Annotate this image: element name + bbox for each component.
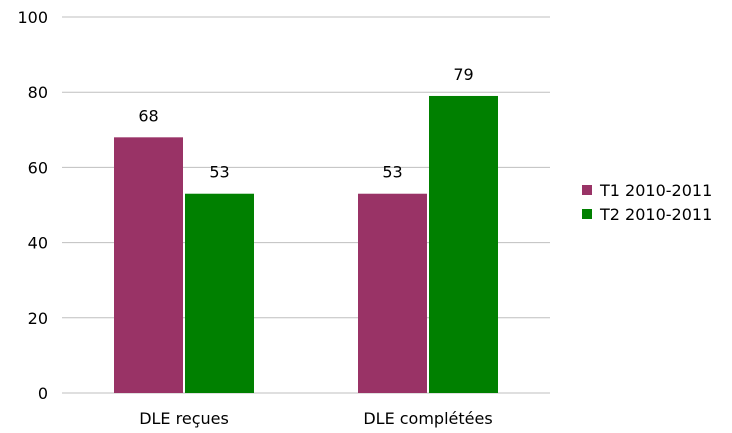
legend-swatch-t2 bbox=[582, 209, 592, 219]
y-tick-label: 80 bbox=[28, 83, 48, 102]
y-tick-label: 20 bbox=[28, 309, 48, 328]
legend-item-t2: T2 2010-2011 bbox=[582, 202, 712, 226]
y-tick-label: 40 bbox=[28, 234, 48, 253]
bar-2-2 bbox=[429, 95, 498, 394]
data-label: 53 bbox=[209, 163, 229, 182]
legend-item-t1: T1 2010-2011 bbox=[582, 178, 712, 202]
y-tick-label: 60 bbox=[28, 158, 48, 177]
data-label: 68 bbox=[138, 106, 158, 125]
x-category-label: DLE complétées bbox=[363, 409, 492, 428]
bars bbox=[114, 95, 498, 394]
y-tick-label: 100 bbox=[17, 8, 48, 27]
y-axis-tick-labels: 0 20 40 60 80 100 bbox=[17, 8, 48, 403]
legend-swatch-t1 bbox=[582, 185, 592, 195]
legend-label-t1: T1 2010-2011 bbox=[600, 180, 713, 200]
x-category-label: DLE reçues bbox=[139, 409, 229, 428]
data-label: 79 bbox=[453, 65, 473, 84]
x-axis-category-labels: DLE reçues DLE complétées bbox=[139, 409, 492, 428]
legend: T1 2010-2011 T2 2010-2011 bbox=[582, 178, 712, 226]
data-label: 53 bbox=[382, 163, 402, 182]
bar-2-1 bbox=[185, 193, 254, 393]
data-labels: 68 53 53 79 bbox=[138, 65, 473, 182]
legend-label-t2: T2 2010-2011 bbox=[600, 204, 713, 224]
bar-1-1 bbox=[114, 137, 183, 393]
bar-1-2 bbox=[358, 193, 427, 393]
y-tick-label: 0 bbox=[38, 384, 48, 403]
